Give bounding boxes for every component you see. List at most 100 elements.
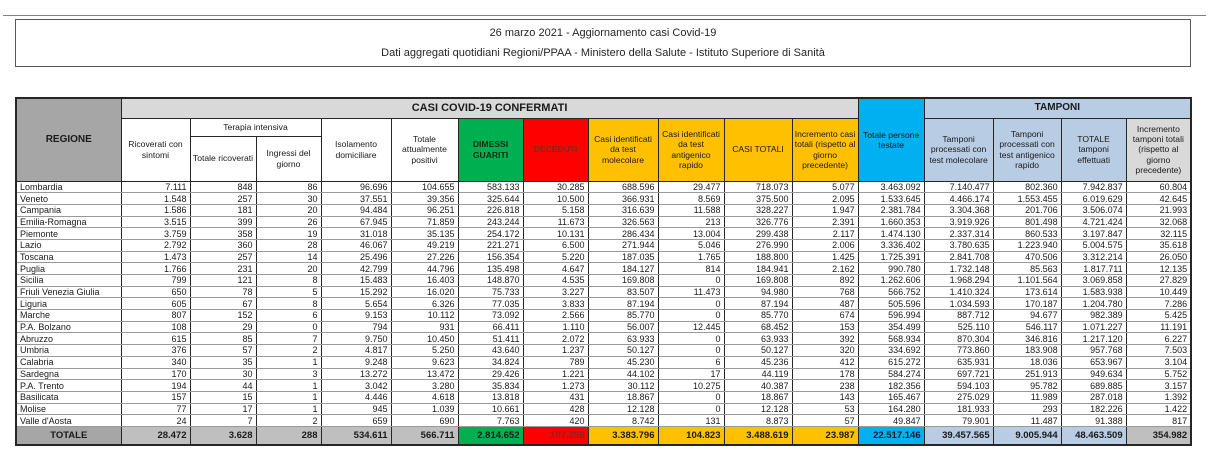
total-row: TOTALE 28.472 3.628 288 534.611 566.711 2.814.…: [15, 425, 1192, 446]
table-row: P.A. Bolzano 108 29 0 794 931 66.411 1.110 56.00…: [15, 320, 1192, 334]
region-name-cell: Basilicata: [15, 390, 122, 404]
value-cell: 5: [255, 285, 322, 299]
value-cell: 42.645: [1125, 192, 1192, 205]
value-cell: 10.500: [522, 192, 589, 205]
value-cell: 13.004: [657, 227, 725, 240]
value-cell: 584.274: [857, 367, 925, 381]
value-cell: 8.742: [587, 414, 659, 427]
value-cell: 7.286: [1125, 297, 1192, 311]
value-cell: 7: [255, 332, 322, 346]
region-name-cell: Puglia: [15, 262, 122, 275]
value-cell: 26.050: [1125, 250, 1192, 264]
value-cell: 2.566: [522, 309, 589, 322]
value-cell: 2: [255, 344, 322, 357]
value-cell: 13.818: [457, 390, 524, 404]
table-row: Umbria 376 57 2 4.817 5.250 43.640 1.237 50.127 0…: [15, 344, 1192, 357]
value-cell: 0: [657, 332, 725, 346]
value-cell: 931: [390, 320, 459, 334]
value-cell: 131: [657, 414, 725, 427]
value-cell: 226.818: [457, 203, 524, 217]
value-cell: 525.110: [923, 320, 994, 334]
value-cell: 949.634: [1060, 367, 1127, 381]
total-value-cell: 28.472: [120, 425, 191, 446]
col-header-totale-tamponi-effettuati: TOTALE tamponi effettuati: [1060, 117, 1127, 182]
value-cell: 1.217.120: [1060, 332, 1127, 346]
value-cell: 243.244: [457, 215, 524, 229]
value-cell: 153: [791, 320, 859, 334]
value-cell: 35: [189, 355, 257, 369]
table-row: Lazio 2.792 360 28 46.067 49.219 221.271 6.500 2…: [15, 238, 1192, 252]
value-cell: 11.487: [992, 414, 1062, 427]
value-cell: 293: [992, 402, 1062, 416]
value-cell: 46.067: [320, 238, 392, 252]
value-cell: 3.069.858: [1060, 274, 1127, 287]
value-cell: 768: [791, 285, 859, 299]
value-cell: 96.696: [320, 180, 392, 194]
value-cell: 44.119: [723, 367, 793, 381]
region-name-cell: P.A. Bolzano: [15, 320, 122, 334]
value-cell: 11.191: [1125, 320, 1192, 334]
value-cell: 10.661: [457, 402, 524, 416]
value-cell: 3.304.368: [923, 203, 994, 217]
value-cell: 3: [255, 367, 322, 381]
value-cell: 135.498: [457, 262, 524, 275]
value-cell: 7.140.477: [923, 180, 994, 194]
value-cell: 4.446: [320, 390, 392, 404]
value-cell: 1.553.455: [992, 192, 1062, 205]
value-cell: 376: [120, 344, 191, 357]
value-cell: 43.640: [457, 344, 524, 357]
value-cell: 257: [189, 250, 257, 264]
value-cell: 799: [120, 274, 191, 287]
value-cell: 157: [120, 390, 191, 404]
table-row: Sicilia 799 121 8 15.483 16.403 148.870 4.535 16…: [15, 274, 1192, 287]
value-cell: 77: [120, 402, 191, 416]
value-cell: 7: [189, 414, 257, 427]
value-cell: 674: [791, 309, 859, 322]
value-cell: 615.272: [857, 355, 925, 369]
col-header-isolamento-domiciliare: Isolamento domiciliare: [320, 117, 392, 182]
value-cell: 1.425: [791, 250, 859, 264]
value-cell: 15: [189, 390, 257, 404]
value-cell: 63.933: [587, 332, 659, 346]
value-cell: 594.103: [923, 379, 994, 392]
value-cell: 57: [189, 344, 257, 357]
value-cell: 173.614: [992, 285, 1062, 299]
value-cell: 360: [189, 238, 257, 252]
value-cell: 11.673: [522, 215, 589, 229]
value-cell: 121: [189, 274, 257, 287]
value-cell: 35.135: [390, 227, 459, 240]
value-cell: 354.499: [857, 320, 925, 334]
region-name-cell: Lazio: [15, 238, 122, 252]
value-cell: 1.410.324: [923, 285, 994, 299]
value-cell: 50.127: [723, 344, 793, 357]
value-cell: 94.677: [992, 309, 1062, 322]
value-cell: 3.759: [120, 227, 191, 240]
value-cell: 29: [189, 320, 257, 334]
value-cell: 2.117: [791, 227, 859, 240]
value-cell: 3.280: [390, 379, 459, 392]
value-cell: 24: [120, 414, 191, 427]
top-rule: [3, 15, 1206, 16]
value-cell: 5.158: [522, 203, 589, 217]
value-cell: 566.752: [857, 285, 925, 299]
value-cell: 8: [255, 297, 322, 311]
value-cell: 276.990: [723, 238, 793, 252]
region-name-cell: Valle d'Aosta: [15, 414, 122, 427]
region-name-cell: Emilia-Romagna: [15, 215, 122, 229]
value-cell: 4.721.424: [1060, 215, 1127, 229]
table-row: Molise 77 17 1 945 1.039 10.661 428 12.128 0 12.12…: [15, 402, 1192, 416]
value-cell: 187.035: [587, 250, 659, 264]
value-cell: 487: [791, 297, 859, 311]
col-header-incremento-tamponi-totali: Incremento tamponi totali (rispetto al g…: [1125, 117, 1192, 182]
value-cell: 11.473: [657, 285, 725, 299]
value-cell: 182.226: [1060, 402, 1127, 416]
region-name-cell: Veneto: [15, 192, 122, 205]
col-header-casi-totali: CASI TOTALI: [723, 117, 793, 182]
value-cell: 87.194: [587, 297, 659, 311]
value-cell: 16.020: [390, 285, 459, 299]
value-cell: 334.692: [857, 344, 925, 357]
value-cell: 1.110: [522, 320, 589, 334]
value-cell: 2.381.784: [857, 203, 925, 217]
col-header-totale-ricoverati: Totale ricoverati: [189, 135, 257, 182]
value-cell: 690: [390, 414, 459, 427]
